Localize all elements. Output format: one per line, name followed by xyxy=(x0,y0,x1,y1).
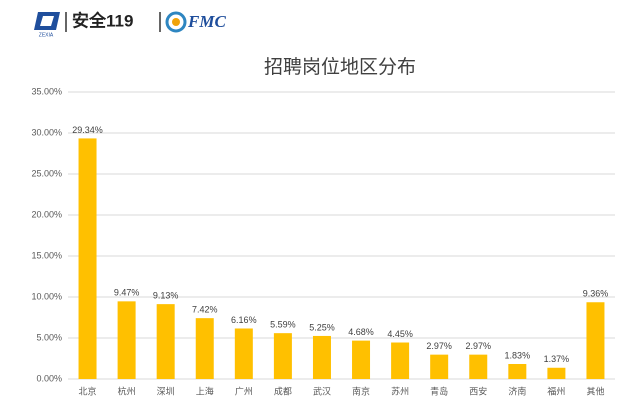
value-label: 7.42% xyxy=(192,305,218,315)
y-tick-label: 25.00% xyxy=(31,168,62,178)
x-tick-label: 深圳 xyxy=(157,386,175,396)
value-label: 9.47% xyxy=(114,288,140,298)
value-label: 2.97% xyxy=(426,341,452,351)
x-tick-label: 广州 xyxy=(235,385,253,396)
value-label: 1.83% xyxy=(505,350,531,360)
brand-text: 安全119 xyxy=(72,10,133,30)
value-label: 4.45% xyxy=(387,329,413,339)
value-label: 4.68% xyxy=(348,327,374,337)
value-label: 9.13% xyxy=(153,291,179,301)
x-tick-label: 杭州 xyxy=(118,385,136,396)
logo-mark-text: ZEXIA xyxy=(39,32,54,38)
bar xyxy=(117,301,136,379)
value-label: 6.16% xyxy=(231,315,257,325)
bar xyxy=(547,367,566,379)
x-tick-label: 西安 xyxy=(469,385,487,396)
bar xyxy=(430,354,449,379)
x-tick-label: 北京 xyxy=(79,385,97,396)
x-tick-label: 成都 xyxy=(274,385,292,396)
bar xyxy=(78,138,97,379)
value-label: 1.37% xyxy=(544,354,570,364)
x-tick-label: 济南 xyxy=(508,385,526,396)
bar xyxy=(586,302,605,379)
bar xyxy=(391,342,410,379)
bar xyxy=(273,333,292,379)
bar xyxy=(352,340,371,379)
y-tick-label: 5.00% xyxy=(36,332,62,342)
logo-icon-inner xyxy=(40,16,54,26)
x-tick-label: 武汉 xyxy=(313,385,331,396)
value-label: 29.34% xyxy=(72,125,103,135)
bar xyxy=(469,354,488,379)
x-tick-label: 福州 xyxy=(547,385,565,396)
x-tick-label: 上海 xyxy=(196,385,214,396)
header: ZEXIA 安全119 FMC xyxy=(34,10,226,38)
bar xyxy=(508,363,527,379)
y-tick-label: 35.00% xyxy=(31,86,62,96)
bar xyxy=(195,318,214,379)
bar xyxy=(156,304,175,379)
x-tick-label: 苏州 xyxy=(391,385,409,396)
bar xyxy=(234,328,253,379)
value-label: 5.25% xyxy=(309,322,335,332)
x-tick-label: 南京 xyxy=(352,385,370,396)
x-tick-label: 青岛 xyxy=(430,385,448,396)
y-tick-label: 30.00% xyxy=(31,127,62,137)
partner-icon xyxy=(165,11,187,33)
y-tick-label: 15.00% xyxy=(31,250,62,260)
value-label: 9.36% xyxy=(583,289,609,299)
chart-title: 招聘岗位地区分布 xyxy=(264,56,416,78)
y-tick-label: 10.00% xyxy=(31,291,62,301)
x-tick-label: 其他 xyxy=(586,385,604,396)
partner-text: FMC xyxy=(187,12,226,31)
value-label: 5.59% xyxy=(270,320,296,330)
value-label: 2.97% xyxy=(465,341,491,351)
bar xyxy=(312,335,331,379)
partner-icon-center xyxy=(172,18,180,26)
y-tick-label: 20.00% xyxy=(31,209,62,219)
y-tick-label: 0.00% xyxy=(36,373,62,383)
